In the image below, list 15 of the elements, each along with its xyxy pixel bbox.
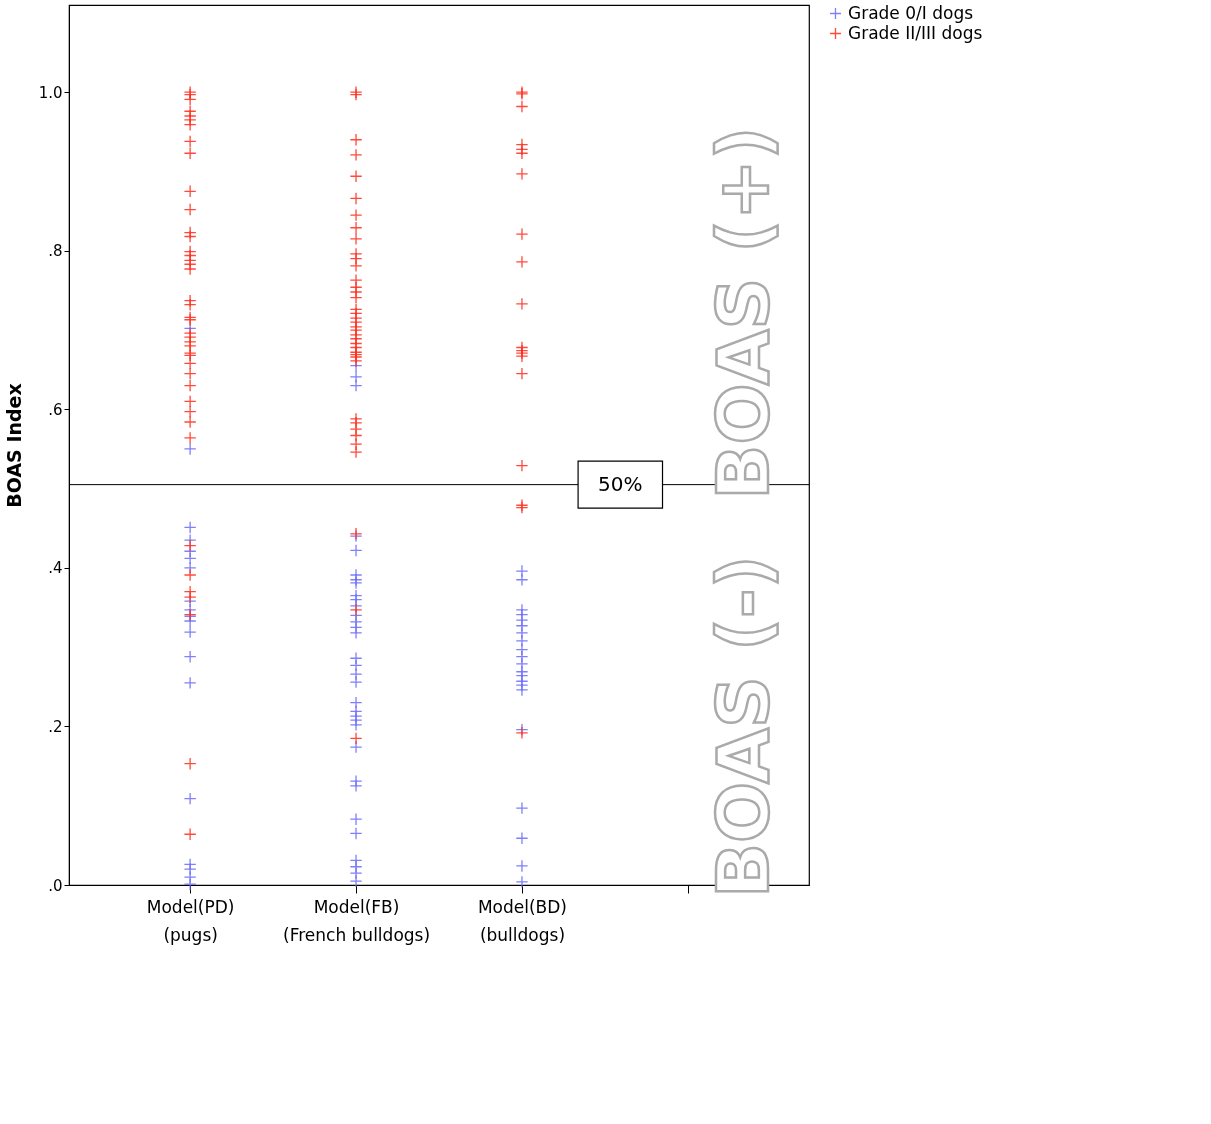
x-tick-label: Model(FB) (French bulldogs) — [283, 896, 431, 945]
y-tick-label: .4 — [48, 559, 63, 578]
y-axis-title: BOAS Index — [2, 383, 25, 508]
annotation: BOAS (-) — [701, 555, 786, 898]
legend-label: Grade II/III dogs — [848, 22, 983, 43]
y-tick-label: .8 — [48, 242, 63, 261]
annotation: BOAS (+) — [701, 126, 786, 500]
legend-label: Grade 0/I dogs — [848, 2, 974, 23]
y-tick-label: .6 — [48, 400, 63, 419]
y-tick-label: .0 — [48, 876, 63, 895]
x-tick-label: Model(PD) (pugs) — [146, 896, 235, 945]
x-tick-label: Model(BD) (bulldogs) — [477, 896, 567, 945]
ref-line-label: 50% — [598, 471, 643, 496]
y-tick-label: 1.0 — [38, 83, 63, 102]
y-tick-label: .2 — [48, 717, 63, 736]
